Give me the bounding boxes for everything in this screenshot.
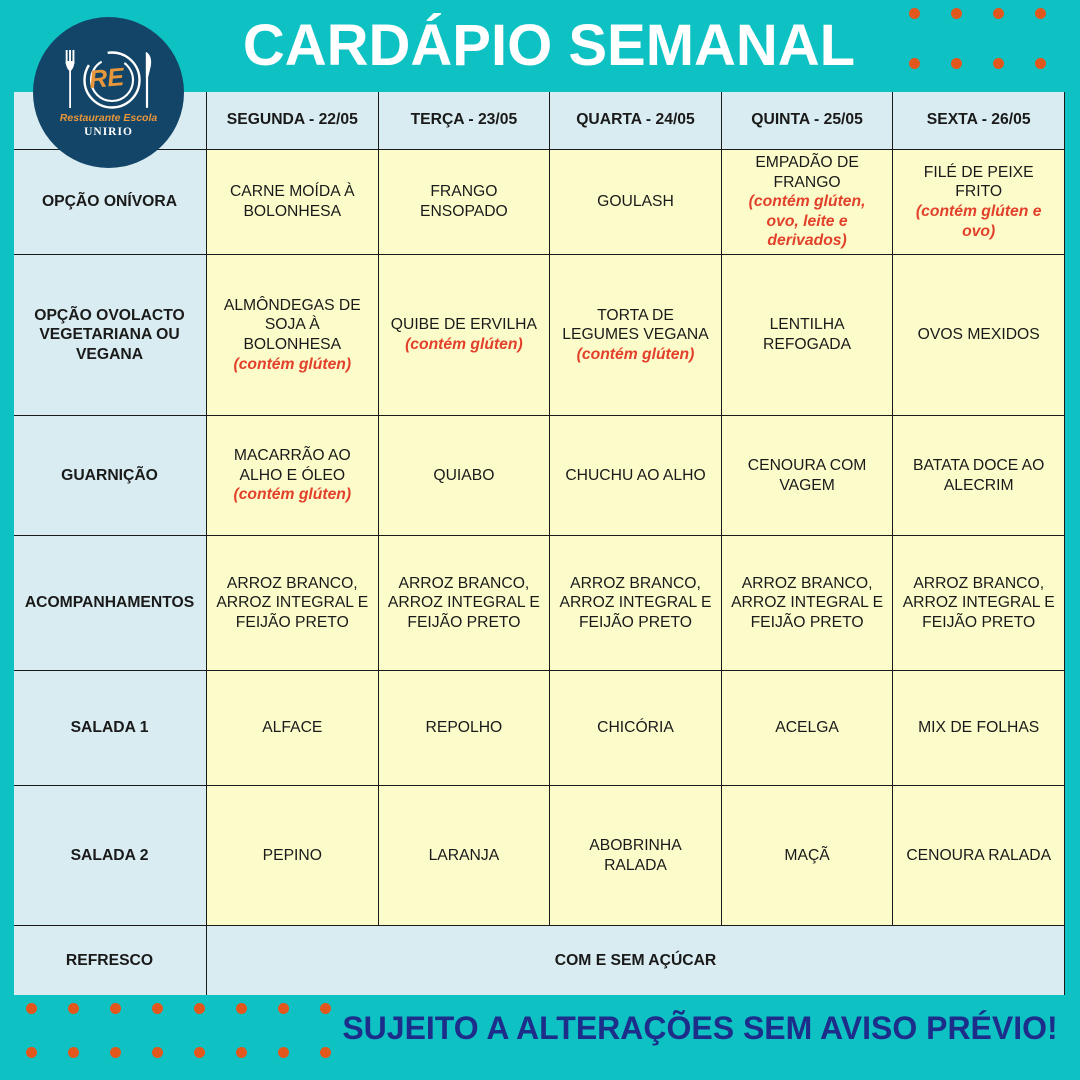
svg-text:Restaurante Escola: Restaurante Escola xyxy=(60,112,158,124)
svg-text:UNIRIO: UNIRIO xyxy=(84,126,133,138)
svg-text:RE: RE xyxy=(88,63,126,94)
